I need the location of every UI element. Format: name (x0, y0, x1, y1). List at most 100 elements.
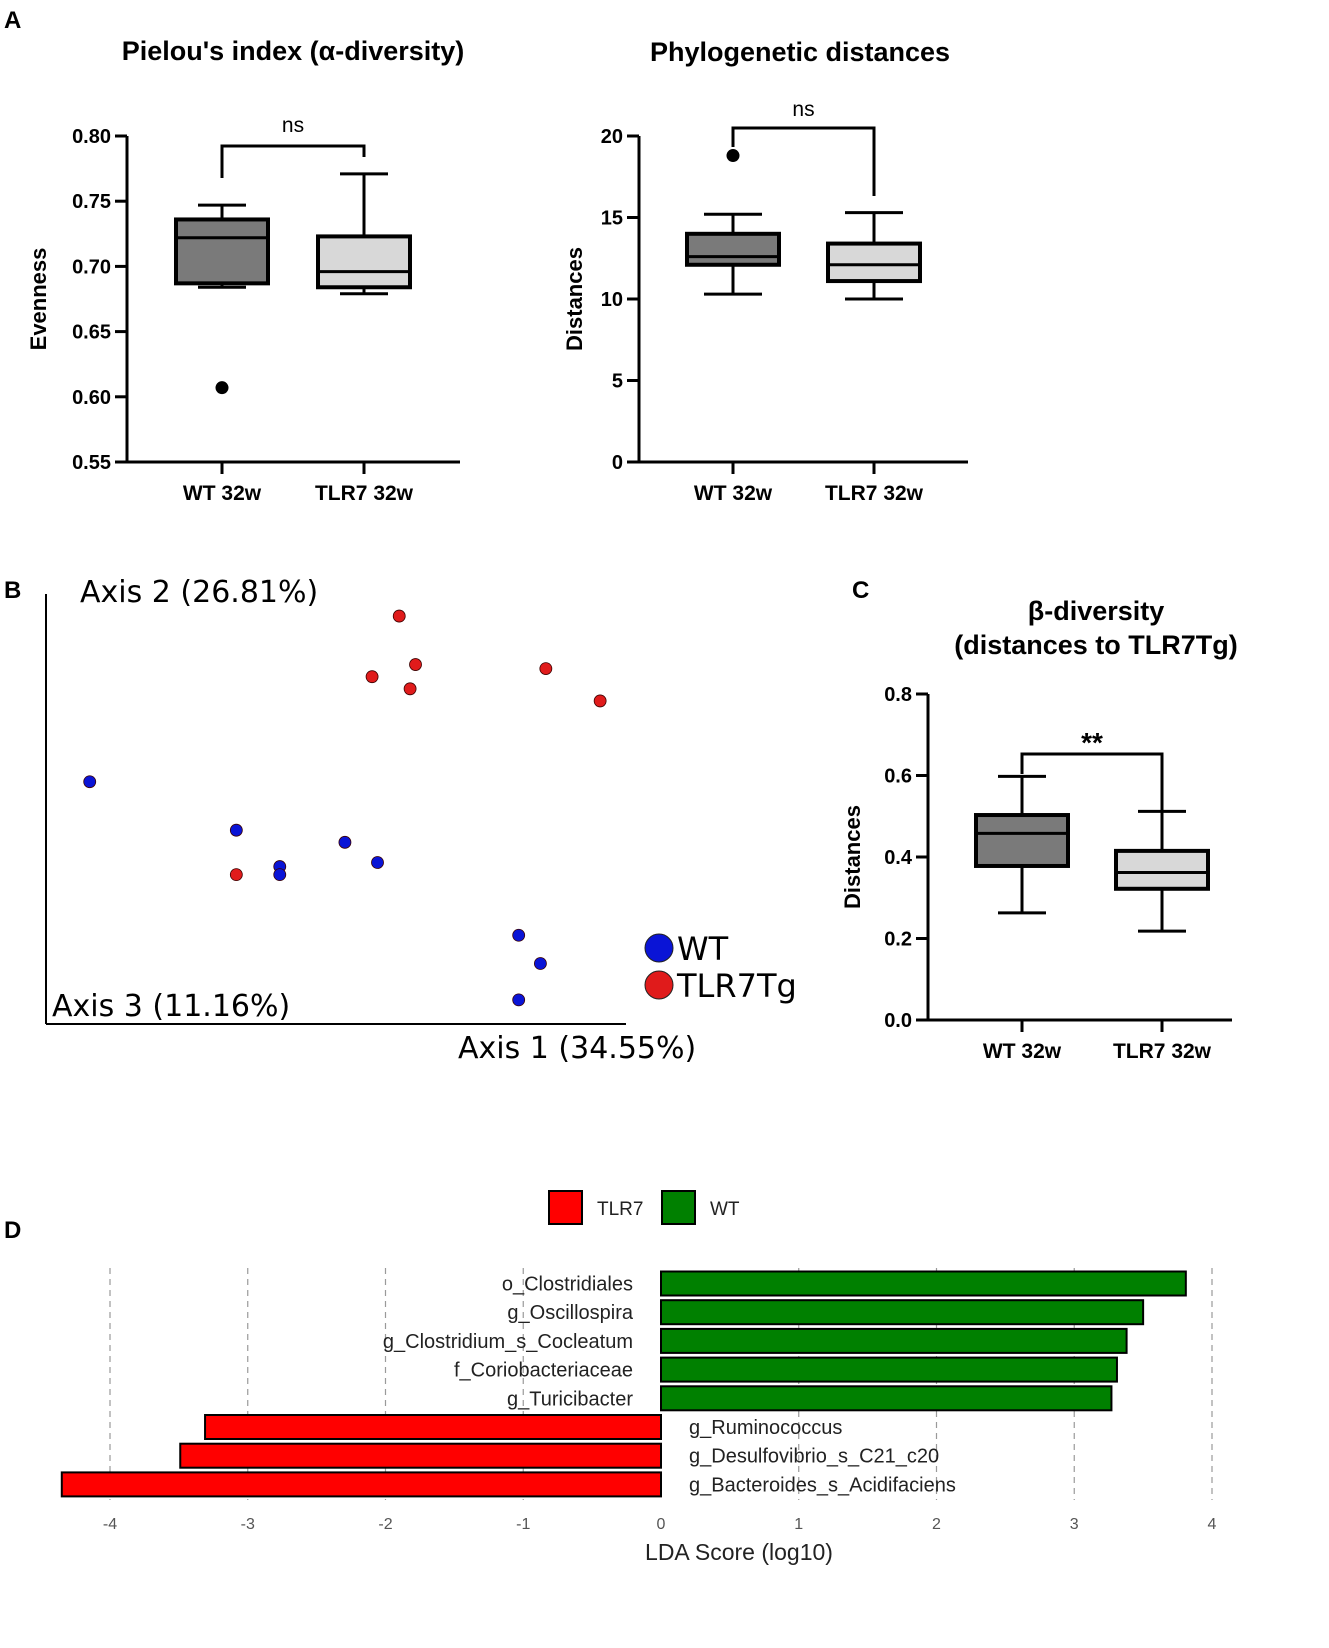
x-tick-label: WT 32w (183, 482, 262, 505)
x-tick-label: 4 (1208, 1516, 1217, 1533)
y-tick-label: 0 (612, 452, 623, 474)
panel-label-c: C (852, 577, 869, 604)
panel-label-d: D (4, 1217, 21, 1244)
significance-bracket (220, 144, 366, 178)
panel-label-b: B (4, 577, 21, 604)
x-tick-label: 0 (657, 1516, 666, 1533)
box-tlr7-32w (826, 241, 922, 284)
box-tlr7-32w (316, 234, 412, 290)
y-tick-label: 0.80 (72, 126, 111, 148)
point-wt (534, 957, 547, 970)
y-tick-label: 0.4 (884, 847, 913, 869)
legend-label-tlr7tg: TLR7Tg (676, 967, 797, 1005)
bar-g-desulfovibrio-s-c21-c20 (179, 1442, 662, 1469)
chart-title: Pielou's index (α-diversity) (122, 36, 465, 66)
y-tick-label: 20 (601, 126, 623, 148)
legend-swatch-tlr7 (548, 1190, 583, 1225)
legend-marker-wt (644, 933, 674, 963)
box-wt-32w (974, 813, 1070, 868)
box-wt-32w-outlier (215, 381, 229, 395)
significance-bracket (731, 126, 876, 196)
legend-marker-tlr7tg (644, 970, 674, 1000)
bar-f-coriobacteriaceae (660, 1356, 1118, 1383)
x-axis-label: LDA Score (log10) (645, 1539, 833, 1565)
evenness-boxplot: Pielou's index (α-diversity) 0.55 0.60 0.65… (26, 36, 464, 505)
y-tick-label: 0.70 (72, 256, 111, 278)
x-tick-label: 1 (794, 1516, 803, 1533)
y-tick-label: 0.75 (72, 191, 111, 213)
point-tlr7tg (593, 694, 607, 708)
bar-g-oscillospira (660, 1299, 1145, 1326)
x-tick-label: -3 (241, 1516, 255, 1533)
box-wt-32w (174, 217, 270, 286)
point-wt (512, 993, 526, 1007)
axis3-label: Axis 3 (11.16%) (52, 989, 290, 1024)
bar-label: g_Clostridium_s_Cocleatum (383, 1331, 633, 1353)
phylogenetic-distance-boxplot: Phylogenetic distances 0 5 10 15 20 Distances W… (562, 37, 968, 505)
x-tick-label: -2 (378, 1516, 392, 1533)
y-axis-label: Distances (562, 247, 587, 351)
axis1-label: Axis 1 (34.55%) (458, 1031, 696, 1066)
y-tick-label: 0.8 (884, 684, 912, 706)
x-tick-label: TLR7 32w (315, 482, 414, 505)
significance-bracket (1020, 752, 1164, 810)
y-tick-label: 10 (601, 289, 623, 311)
legend-swatch-wt (661, 1190, 696, 1225)
box-wt-32w-outlier (726, 149, 740, 163)
point-wt (83, 775, 97, 789)
bar-label: g_Turicibacter (507, 1388, 633, 1410)
y-tick-label: 0.55 (72, 452, 111, 474)
bar-label: o_Clostridiales (502, 1274, 633, 1296)
beta-diversity-boxplot: β-diversity (distances to TLR7Tg) 0.0 0.2 0.… (840, 596, 1238, 1063)
bar-g-turicibacter (660, 1385, 1113, 1412)
pcoa-scatter: Axis 2 (26.81%) Axis 3 (11.16%) Axis 1 (34… (45, 575, 797, 1066)
point-tlr7tg (403, 682, 417, 696)
significance-label: ** (1081, 727, 1103, 758)
y-tick-label: 0.65 (72, 322, 111, 344)
box-wt-32w (685, 231, 781, 267)
bar-label: f_Coriobacteriaceae (454, 1360, 633, 1382)
bar-label: g_Bacteroides_s_Acidifaciens (689, 1474, 956, 1496)
legend-label-wt: WT (710, 1199, 740, 1220)
bar-label: g_Desulfovibrio_s_C21_c20 (689, 1446, 939, 1468)
bar-g-clostridium-s-cocleatum (660, 1327, 1128, 1354)
y-axis-label: Evenness (26, 248, 51, 351)
chart-subtitle: (distances to TLR7Tg) (954, 630, 1238, 660)
y-tick-label: 0.60 (72, 387, 111, 409)
point-tlr7tg (392, 609, 406, 623)
legend-label-wt: WT (677, 930, 729, 968)
bar-g-bacteroides-s-acidifaciens (60, 1471, 663, 1498)
point-tlr7tg (229, 868, 243, 882)
chart-title: Phylogenetic distances (650, 37, 950, 67)
lda-bar-chart: TLR7 WT o_Clostridiales g_Oscillospira g_Clo… (60, 1190, 1217, 1565)
x-tick-label: 3 (1070, 1516, 1079, 1533)
y-tick-label: 0.6 (884, 766, 912, 788)
point-tlr7tg (365, 670, 379, 684)
y-axis-label: Distances (840, 805, 865, 909)
box-tlr7-32w (1114, 848, 1210, 891)
y-tick-label: 15 (601, 208, 623, 230)
significance-label: ns (282, 114, 304, 137)
x-tick-label: -4 (103, 1516, 117, 1533)
x-tick-label: WT 32w (983, 1040, 1062, 1063)
significance-label: ns (792, 98, 814, 121)
point-wt (229, 823, 243, 837)
panel-label-a: A (4, 7, 21, 34)
point-wt (338, 835, 352, 849)
x-tick-label: TLR7 32w (825, 482, 924, 505)
y-tick-label: 0.2 (884, 929, 912, 951)
bar-label: g_Oscillospira (507, 1302, 633, 1324)
y-tick-label: 0.0 (884, 1010, 912, 1032)
point-wt (512, 928, 526, 942)
point-wt (273, 868, 287, 882)
bar-o-clostridiales (660, 1270, 1187, 1297)
chart-title: β-diversity (1028, 596, 1165, 626)
x-tick-label: 2 (932, 1516, 941, 1533)
point-tlr7tg (409, 658, 422, 671)
legend-label-tlr7: TLR7 (597, 1199, 643, 1220)
bar-g-ruminococcus (204, 1414, 663, 1440)
x-tick-label: TLR7 32w (1113, 1040, 1212, 1063)
point-wt (371, 856, 384, 869)
axis2-label: Axis 2 (26.81%) (80, 575, 318, 610)
